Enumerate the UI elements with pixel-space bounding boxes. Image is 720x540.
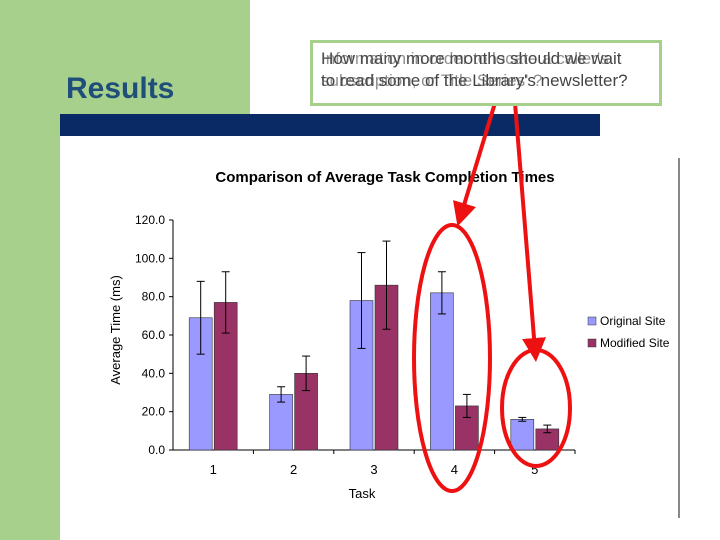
legend-label: Modified Site: [600, 336, 670, 350]
bar-original-task-5: [510, 419, 535, 451]
legend-swatch: [587, 316, 597, 326]
title-rule: [60, 114, 600, 136]
y-tick-label: 40.0: [142, 366, 166, 380]
bar-original-task-4: [430, 292, 454, 451]
callout-text-line-1a: How many more months should we wait: [321, 49, 622, 68]
bar-original-task-2: [269, 394, 293, 451]
y-tick-label: 0.0: [148, 443, 165, 457]
y-tick-label: 120.0: [135, 213, 165, 227]
slide-edge-line: [678, 158, 680, 518]
x-tick-label: 5: [531, 462, 538, 477]
legend-swatch: [587, 338, 597, 348]
y-tick-label: 100.0: [135, 251, 165, 265]
y-axis-label: Average Time (ms): [108, 275, 123, 385]
callout-text-line-1b: Information in order to locate a caller'…: [321, 49, 609, 68]
slide-title: Results: [66, 72, 175, 105]
highlight-ellipse-task-4: [412, 223, 492, 493]
top-accent-block: [60, 0, 250, 120]
x-axis-label: Task: [349, 486, 376, 501]
question-callout: How many more months should we wait Info…: [310, 40, 662, 106]
chart-title: Comparison of Average Task Completion Ti…: [215, 169, 554, 186]
legend-label: Original Site: [600, 314, 666, 328]
y-tick-label: 80.0: [142, 290, 166, 304]
arrow-to-task-4: [453, 102, 497, 227]
y-tick-label: 60.0: [142, 328, 166, 342]
x-tick-label: 3: [370, 462, 377, 477]
x-tick-label: 2: [290, 462, 297, 477]
x-tick-label: 4: [451, 462, 458, 477]
arrow-to-task-5: [513, 102, 546, 362]
y-tick-label: 20.0: [142, 405, 166, 419]
callout-text-line-2a: to read some of the Library's newsletter…: [321, 71, 628, 90]
x-tick-label: 1: [210, 462, 217, 477]
left-accent-bar: [0, 0, 60, 540]
callout-text-line-2b: subscription, or Title Series' ?: [321, 71, 543, 90]
